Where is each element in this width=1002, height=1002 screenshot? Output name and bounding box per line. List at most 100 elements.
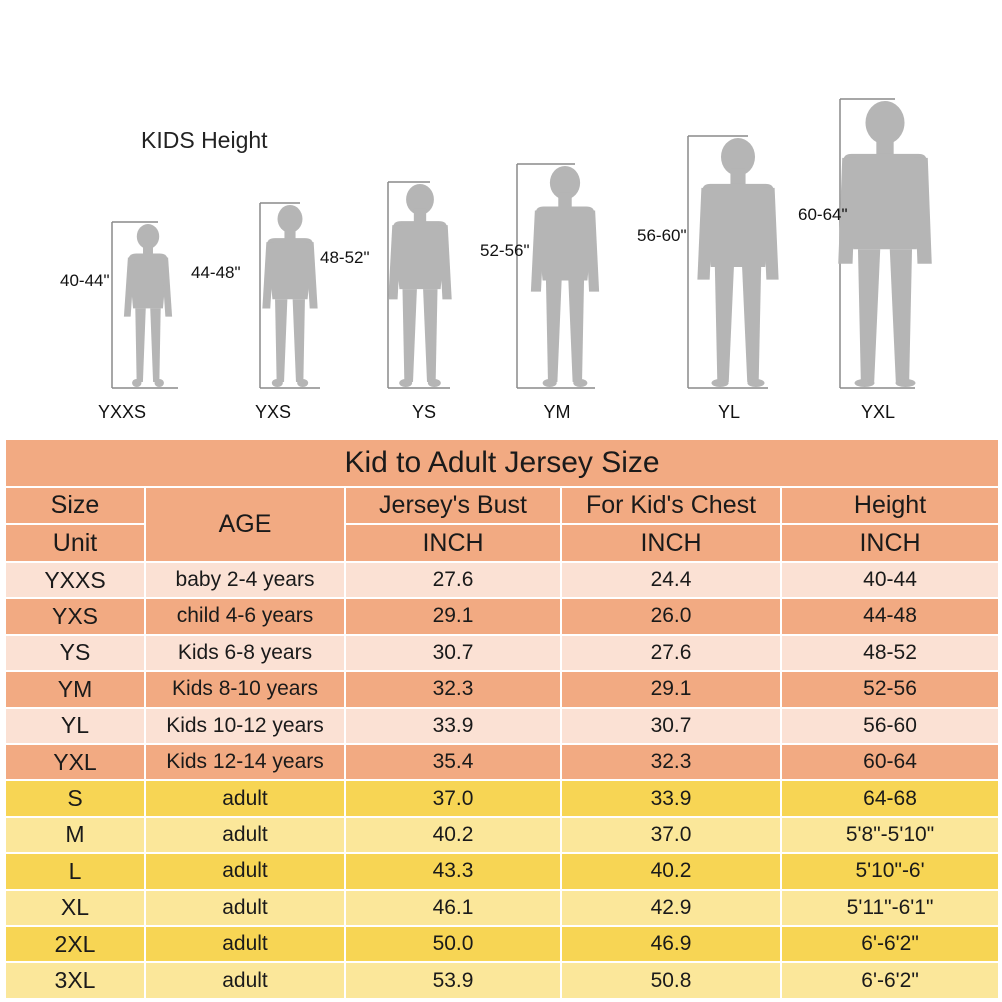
bust-cell: 35.4 — [344, 742, 562, 782]
height-label-ys: 48-52" — [320, 248, 370, 267]
torso — [393, 221, 447, 290]
size-cell: XL — [4, 888, 146, 928]
foot — [854, 379, 875, 387]
height-cell: 6'-6'2" — [779, 925, 1001, 964]
table-row: YL Kids 10-12 years 33.9 30.7 56-60 — [4, 706, 1001, 745]
foot — [542, 379, 557, 387]
arm — [388, 225, 402, 300]
table-row: XL adult 46.1 42.9 5'11"-6'1" — [4, 888, 1001, 928]
bust-cell: 50.0 — [344, 925, 562, 964]
arm — [530, 210, 545, 292]
size-label-yl: YL — [717, 402, 741, 422]
height-label-yxxs: 40-44" — [60, 271, 110, 290]
height-illustration — [111, 98, 932, 389]
head — [865, 101, 905, 145]
height-cell: 5'11"-6'1" — [779, 888, 1001, 928]
foot — [573, 379, 588, 387]
chest-cell: 42.9 — [560, 888, 782, 928]
size-label-ys: YS — [411, 402, 436, 422]
leg — [423, 289, 438, 382]
arm — [762, 187, 779, 280]
foot — [132, 379, 142, 387]
height-label-ym: 52-56" — [480, 241, 530, 260]
age-cell: Kids 12-14 years — [144, 742, 346, 782]
child-silhouette-yl — [687, 135, 779, 389]
size-cell: YXL — [4, 742, 146, 782]
size-label-yxxs: YXXS — [97, 402, 147, 422]
chest-cell: 26.0 — [560, 597, 782, 636]
leg — [150, 308, 161, 382]
child-silhouette-yxxs — [111, 221, 178, 389]
table-row: YXXS baby 2-4 years 27.6 24.4 40-44 — [4, 560, 1001, 600]
height-cell: 5'8"-5'10" — [779, 815, 1001, 855]
head — [277, 205, 303, 233]
torso — [267, 238, 313, 300]
size-cell: YM — [4, 670, 146, 709]
leg — [889, 249, 913, 382]
bust-cell: 43.3 — [344, 852, 562, 891]
head — [549, 166, 581, 200]
age-cell: adult — [144, 961, 346, 1000]
leg — [275, 299, 288, 382]
bust-cell: 46.1 — [344, 888, 562, 928]
foot — [271, 379, 283, 387]
header-age: AGE — [144, 485, 346, 563]
height-cell: 40-44 — [779, 560, 1001, 600]
chest-cell: 30.7 — [560, 706, 782, 745]
neck — [143, 243, 153, 262]
leg — [135, 308, 146, 382]
jersey-size-table: Kid to Adult Jersey Size Size AGE Jersey… — [3, 438, 1001, 1000]
table-row: YM Kids 8-10 years 32.3 29.1 52-56 — [4, 670, 1001, 709]
header-row-bottom: Unit INCH INCH INCH — [4, 523, 1001, 563]
leg — [402, 289, 417, 382]
height-cell: 52-56 — [779, 670, 1001, 709]
bust-cell: 29.1 — [344, 597, 562, 636]
leg — [857, 249, 881, 382]
header-chest-unit: INCH — [560, 523, 782, 563]
foot — [399, 379, 413, 387]
kids-height-figures: KIDS Height 40-44" 44-48" 48-52" 52-56" … — [0, 0, 1002, 438]
bust-cell: 40.2 — [344, 815, 562, 855]
leg — [545, 280, 562, 382]
height-cell: 56-60 — [779, 706, 1001, 745]
leg — [292, 299, 305, 382]
arm — [838, 157, 857, 264]
table-row: YXS child 4-6 years 29.1 26.0 44-48 — [4, 597, 1001, 636]
size-cell: YXS — [4, 597, 146, 636]
height-label-yl: 56-60" — [637, 226, 687, 245]
height-label-yxs: 44-48" — [191, 263, 241, 282]
size-cell: YL — [4, 706, 146, 745]
header-size: Size — [4, 485, 146, 526]
height-cell: 48-52 — [779, 633, 1001, 673]
header-chest: For Kid's Chest — [560, 485, 782, 526]
chest-cell: 29.1 — [560, 670, 782, 709]
header-bust-unit: INCH — [344, 523, 562, 563]
child-silhouette-ys — [387, 181, 452, 389]
size-cell: L — [4, 852, 146, 891]
chest-cell: 32.3 — [560, 742, 782, 782]
size-label-ym: YM — [543, 402, 571, 422]
age-cell: Kids 10-12 years — [144, 706, 346, 745]
foot — [427, 379, 441, 387]
age-cell: Kids 8-10 years — [144, 670, 346, 709]
foot — [711, 379, 729, 387]
arm — [438, 225, 452, 300]
torso — [535, 206, 595, 281]
chest-cell: 46.9 — [560, 925, 782, 964]
size-cell: YXXS — [4, 560, 146, 600]
size-cell: 2XL — [4, 925, 146, 964]
foot — [747, 379, 765, 387]
arm — [161, 257, 173, 317]
leg — [714, 267, 734, 382]
age-cell: adult — [144, 888, 346, 928]
head — [136, 224, 160, 249]
torso — [128, 253, 168, 309]
chest-cell: 27.6 — [560, 633, 782, 673]
height-cell: 64-68 — [779, 779, 1001, 818]
age-cell: adult — [144, 852, 346, 891]
child-silhouette-ym — [516, 163, 600, 389]
table-row: 2XL adult 50.0 46.9 6'-6'2" — [4, 925, 1001, 964]
